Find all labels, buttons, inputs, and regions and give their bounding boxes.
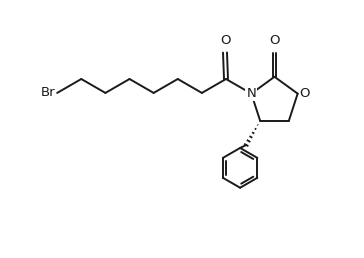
- Text: O: O: [300, 87, 310, 100]
- Text: O: O: [220, 34, 230, 47]
- Text: Br: Br: [40, 86, 55, 99]
- Text: N: N: [246, 87, 256, 100]
- Text: O: O: [269, 34, 280, 47]
